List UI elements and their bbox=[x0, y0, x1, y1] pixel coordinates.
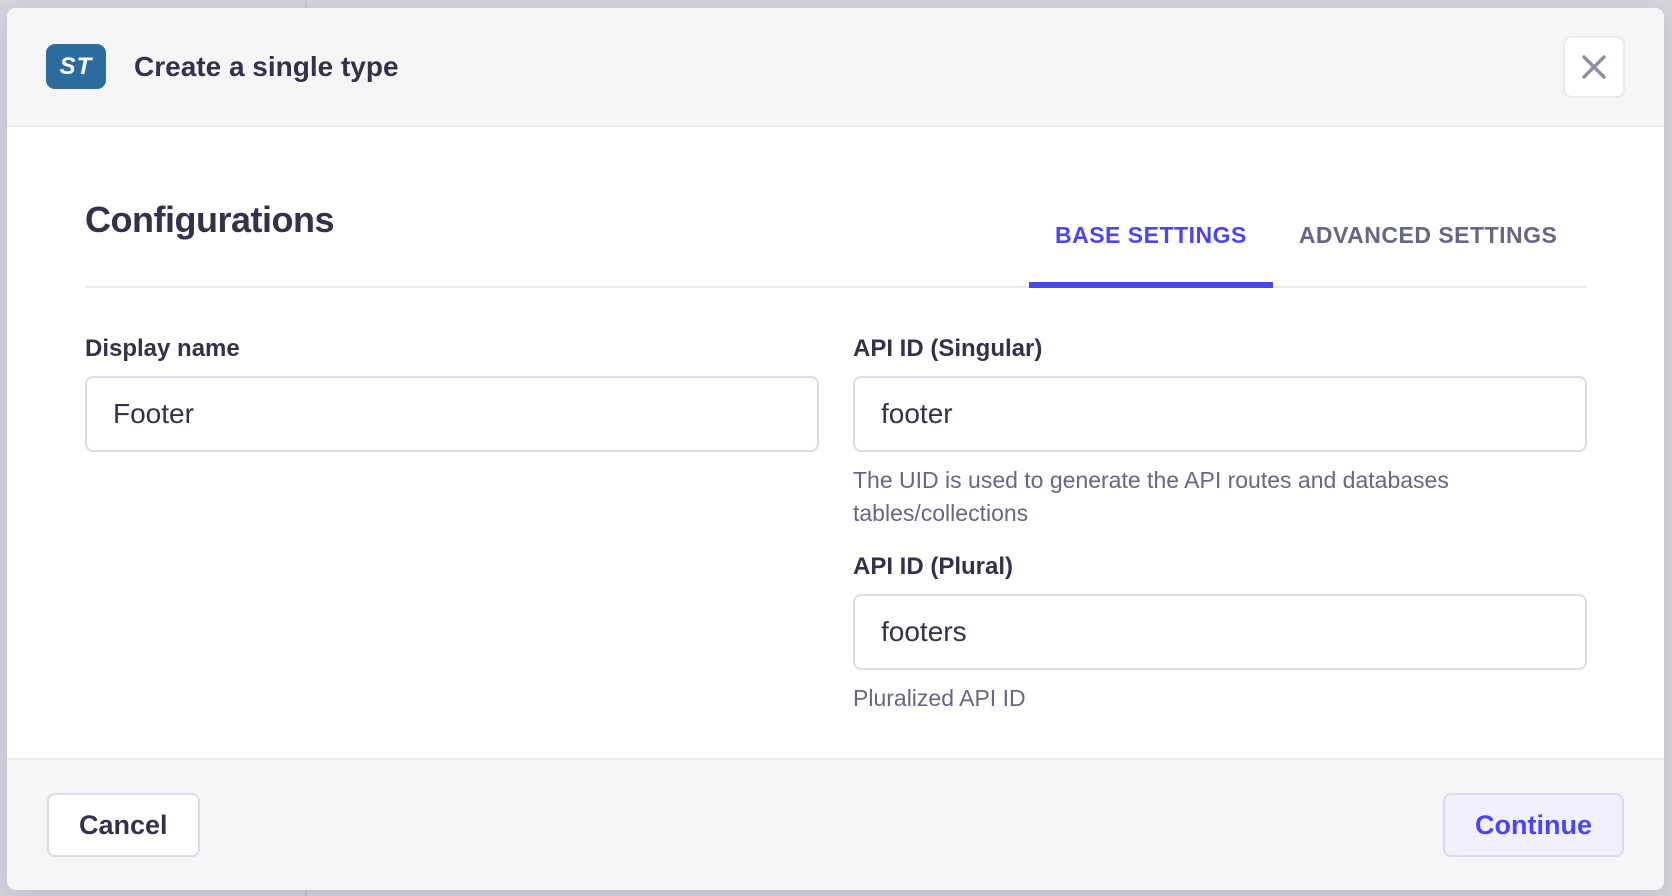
api-id-plural-field: API ID (Plural) Pluralized API ID bbox=[853, 552, 1587, 715]
display-name-field: Display name bbox=[85, 334, 819, 452]
close-button[interactable] bbox=[1563, 35, 1625, 98]
single-type-badge-icon: ST bbox=[46, 44, 106, 89]
api-id-singular-field: API ID (Singular) The UID is used to gen… bbox=[853, 334, 1587, 530]
cancel-button[interactable]: Cancel bbox=[47, 793, 200, 857]
api-id-plural-input[interactable] bbox=[853, 594, 1587, 670]
api-id-singular-hint: The UID is used to generate the API rout… bbox=[853, 467, 1449, 526]
tab-advanced-settings[interactable]: ADVANCED SETTINGS bbox=[1298, 221, 1558, 248]
api-id-singular-label: API ID (Singular) bbox=[853, 335, 1043, 362]
modal-body: Configurations BASE SETTINGS ADVANCED SE… bbox=[7, 127, 1664, 758]
close-icon bbox=[1582, 54, 1606, 79]
modal-footer: Cancel Continue bbox=[7, 758, 1664, 890]
api-id-plural-label: API ID (Plural) bbox=[853, 553, 1014, 580]
display-name-label: Display name bbox=[85, 335, 240, 362]
tab-base-settings[interactable]: BASE SETTINGS bbox=[1029, 210, 1273, 288]
configurations-heading: Configurations bbox=[85, 199, 334, 240]
modal-header: ST Create a single type bbox=[7, 8, 1664, 127]
display-name-input[interactable] bbox=[85, 376, 819, 452]
section-divider bbox=[85, 286, 1587, 288]
api-id-plural-hint: Pluralized API ID bbox=[853, 685, 1026, 711]
continue-button[interactable]: Continue bbox=[1443, 793, 1624, 857]
modal-title: Create a single type bbox=[134, 50, 399, 82]
settings-tabs: BASE SETTINGS ADVANCED SETTINGS bbox=[1029, 210, 1583, 288]
api-id-singular-input[interactable] bbox=[853, 376, 1587, 452]
create-single-type-modal: ST Create a single type Configurations B… bbox=[7, 8, 1664, 890]
